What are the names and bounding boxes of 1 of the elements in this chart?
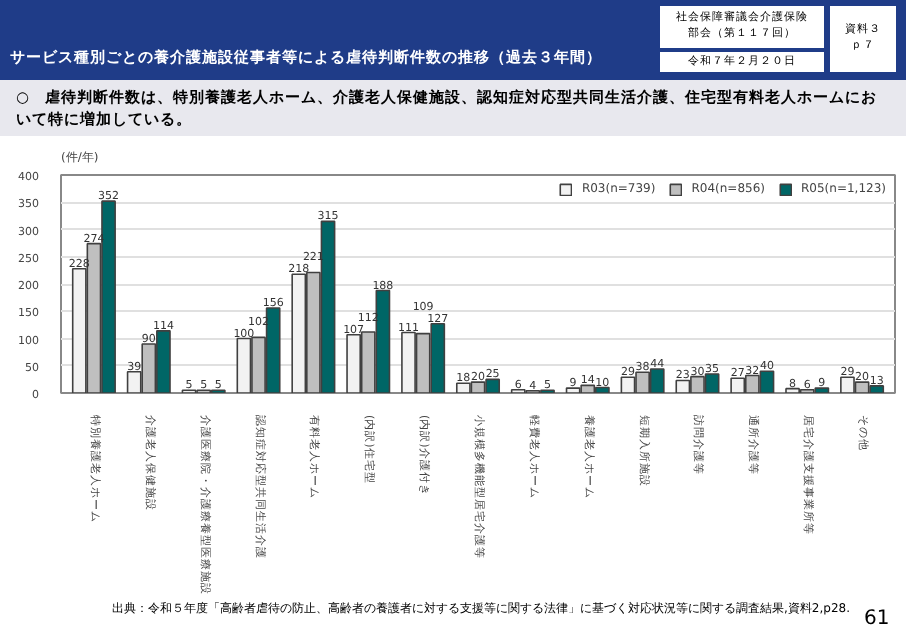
text: 61 [864, 606, 890, 634]
